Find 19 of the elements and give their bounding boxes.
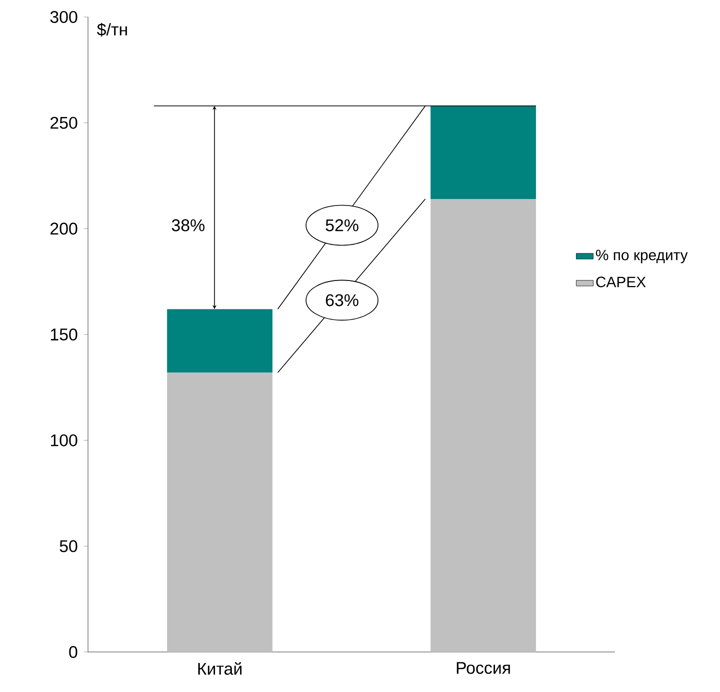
annotation: 63%: [326, 294, 358, 306]
legend-label: % по кредиту: [596, 250, 688, 264]
bar: [430, 199, 536, 652]
bar: [167, 372, 272, 652]
annotation: 38%: [172, 219, 204, 232]
annotation: 52%: [326, 219, 358, 232]
x-tick-label: Россия: [456, 662, 510, 674]
y-tick-label: 0: [69, 646, 78, 658]
y-tick-label: 200: [50, 222, 78, 235]
bar: [167, 309, 272, 373]
y-tick-label: 100: [50, 434, 78, 446]
y-tick-label: 300: [50, 10, 78, 23]
x-tick-label: Китай: [198, 662, 242, 675]
bar: [430, 106, 536, 200]
legend-label: CAPEX: [596, 276, 646, 288]
y-axis-title: $/тн: [97, 22, 127, 37]
y-tick-label: 150: [50, 328, 78, 340]
y-tick-label: 50: [60, 540, 78, 552]
y-tick-label: 250: [50, 116, 78, 129]
